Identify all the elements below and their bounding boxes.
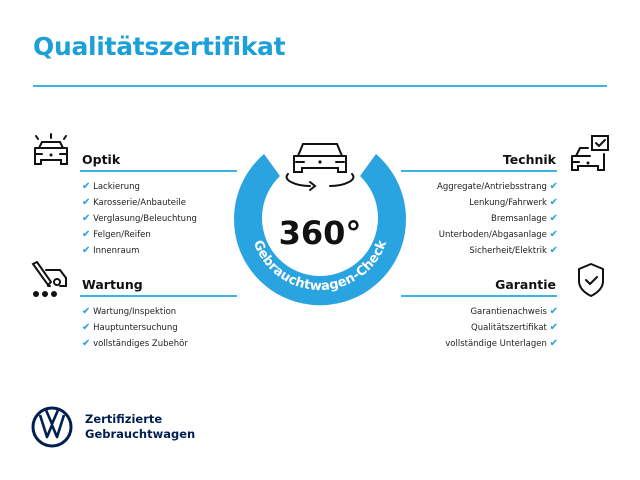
check-icon: ✔ — [82, 338, 91, 349]
list-item: ✔ Hauptuntersuchung — [82, 322, 178, 333]
section-title-wartung: Wartung — [82, 277, 143, 292]
vw-logo — [31, 406, 73, 448]
list-item: Unterboden/Abgasanlage ✔ — [438, 229, 558, 240]
car-rotate-icon — [285, 143, 355, 191]
technik-list: Aggregate/Antriebsstrang ✔ Lenkung/Fahrw… — [437, 179, 558, 259]
check-icon: ✔ — [549, 306, 558, 317]
wartung-divider — [80, 295, 237, 297]
check-icon: ✔ — [549, 245, 558, 256]
section-title-garantie: Garantie — [495, 277, 556, 292]
list-item: Qualitätszertifikat ✔ — [471, 322, 558, 333]
check-icon: ✔ — [82, 197, 91, 208]
list-item: Bremsanlage ✔ — [491, 213, 558, 224]
technik-divider — [401, 170, 557, 172]
wartung-list: ✔ Wartung/Inspektion ✔ Hauptuntersuchung… — [82, 304, 188, 352]
degrees-label: 360° — [279, 214, 362, 252]
list-item: ✔ Karosserie/Anbauteile — [82, 197, 186, 208]
check-icon: ✔ — [549, 197, 558, 208]
check-icon: ✔ — [82, 245, 91, 256]
list-item: Sicherheit/Elektrik ✔ — [469, 245, 558, 256]
section-title-optik: Optik — [82, 152, 121, 167]
check-icon: ✔ — [82, 181, 91, 192]
check-icon: ✔ — [549, 213, 558, 224]
title-divider — [33, 85, 607, 87]
list-item: ✔ Lackierung — [82, 181, 140, 192]
list-item: ✔ Innenraum — [82, 245, 140, 256]
list-item: vollständige Unterlagen ✔ — [445, 338, 558, 349]
check-icon: ✔ — [549, 322, 558, 333]
list-item: Aggregate/Antriebsstrang ✔ — [437, 181, 558, 192]
list-item: Lenkung/Fahrwerk ✔ — [469, 197, 558, 208]
list-item: ✔ Felgen/Reifen — [82, 229, 151, 240]
optik-list: ✔ Lackierung ✔ Karosserie/Anbauteile ✔ V… — [82, 179, 197, 259]
check-icon: ✔ — [82, 322, 91, 333]
garantie-list: Garantienachweis ✔ Qualitätszertifikat ✔… — [445, 304, 558, 352]
section-title-technik: Technik — [502, 152, 556, 167]
car-checkbox-icon — [571, 135, 609, 171]
optik-divider — [80, 170, 237, 172]
gebrauchtwagen-check-ring: 360° Gebrauchtwagen-Check — [234, 143, 406, 306]
check-icon: ✔ — [82, 229, 91, 240]
check-icon: ✔ — [82, 306, 91, 317]
list-item: ✔ vollständiges Zubehör — [82, 338, 188, 349]
brand-line-1: Zertifizierte — [85, 412, 163, 426]
page-title: Qualitätszertifikat — [33, 32, 286, 61]
garantie-divider — [401, 295, 557, 297]
brand-line-2: Gebrauchtwagen — [85, 427, 196, 441]
list-item: ✔ Wartung/Inspektion — [82, 306, 177, 317]
check-icon: ✔ — [549, 338, 558, 349]
car-lights-icon — [34, 133, 68, 165]
check-icon: ✔ — [549, 229, 558, 240]
check-icon: ✔ — [549, 181, 558, 192]
check-icon: ✔ — [82, 213, 91, 224]
brand-text: Zertifizierte Gebrauchtwagen — [85, 412, 195, 442]
list-item: Garantienachweis ✔ — [470, 306, 558, 317]
shield-check-icon — [578, 263, 604, 297]
service-tools-icon — [31, 260, 67, 297]
ring-shape — [234, 154, 406, 306]
list-item: ✔ Verglasung/Beleuchtung — [82, 213, 197, 224]
